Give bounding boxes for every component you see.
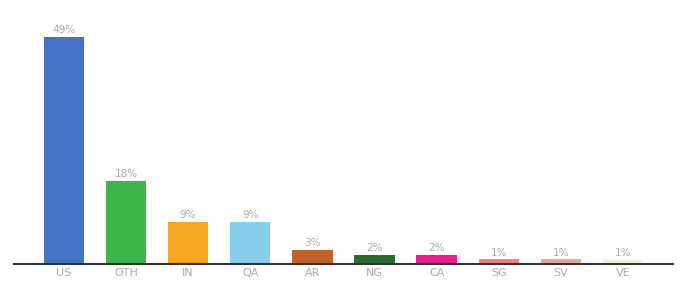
Bar <box>354 255 394 264</box>
Text: 9%: 9% <box>180 210 197 220</box>
Text: 18%: 18% <box>114 169 137 179</box>
Bar <box>168 222 208 264</box>
Bar <box>292 250 333 264</box>
Text: 9%: 9% <box>242 210 258 220</box>
Text: 3%: 3% <box>304 238 320 248</box>
Bar <box>541 260 581 264</box>
Bar <box>479 260 519 264</box>
Bar <box>105 181 146 264</box>
Text: 2%: 2% <box>367 243 383 253</box>
Text: 49%: 49% <box>52 25 75 35</box>
Bar <box>44 37 84 264</box>
Text: 1%: 1% <box>553 248 569 257</box>
Text: 1%: 1% <box>615 248 631 257</box>
Bar <box>603 260 643 264</box>
Bar <box>416 255 457 264</box>
Text: 2%: 2% <box>428 243 445 253</box>
Text: 1%: 1% <box>490 248 507 257</box>
Bar <box>230 222 271 264</box>
